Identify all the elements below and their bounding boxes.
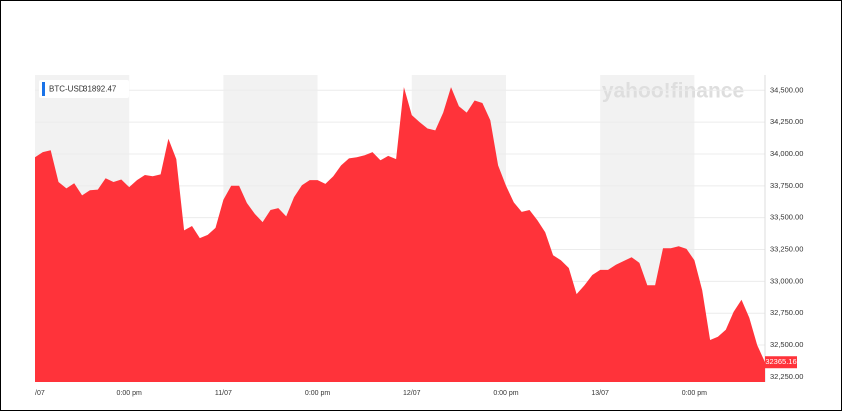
y-tick-label: 34,000.00 [770,149,803,158]
y-tick-label: 32,500.00 [770,340,803,349]
y-tick-label: 33,750.00 [770,181,803,190]
legend-value: 31892.47 [83,85,117,94]
legend-swatch [42,82,45,96]
y-tick-label: 32,750.00 [770,308,803,317]
y-tick-label: 34,250.00 [770,117,803,126]
x-tick-label: 11/07 [215,390,232,397]
watermark: yahoo!finance [602,80,744,103]
price-area [35,87,765,382]
last-price-label: 32365.16 [765,357,796,366]
last-price-tag [765,356,797,369]
legend-box [39,80,129,98]
x-tick-label: 12/07 [403,390,421,397]
y-tick-label: 33,500.00 [770,213,803,222]
x-tick-label: 13/07 [591,390,609,397]
y-tick-label: 33,000.00 [770,276,803,285]
x-tick-label: 0:00 pm [682,390,707,397]
x-tick-label: /07 [35,390,45,397]
y-tick-label: 34,500.00 [770,85,803,94]
y-tick-label: 33,250.00 [770,245,803,254]
x-tick-label: 0:00 pm [117,390,142,397]
x-tick-label: 0:00 pm [493,390,518,397]
y-tick-label: 32,250.00 [770,372,803,381]
legend-name: BTC-USD [49,85,85,94]
x-tick-label: 0:00 pm [305,390,330,397]
